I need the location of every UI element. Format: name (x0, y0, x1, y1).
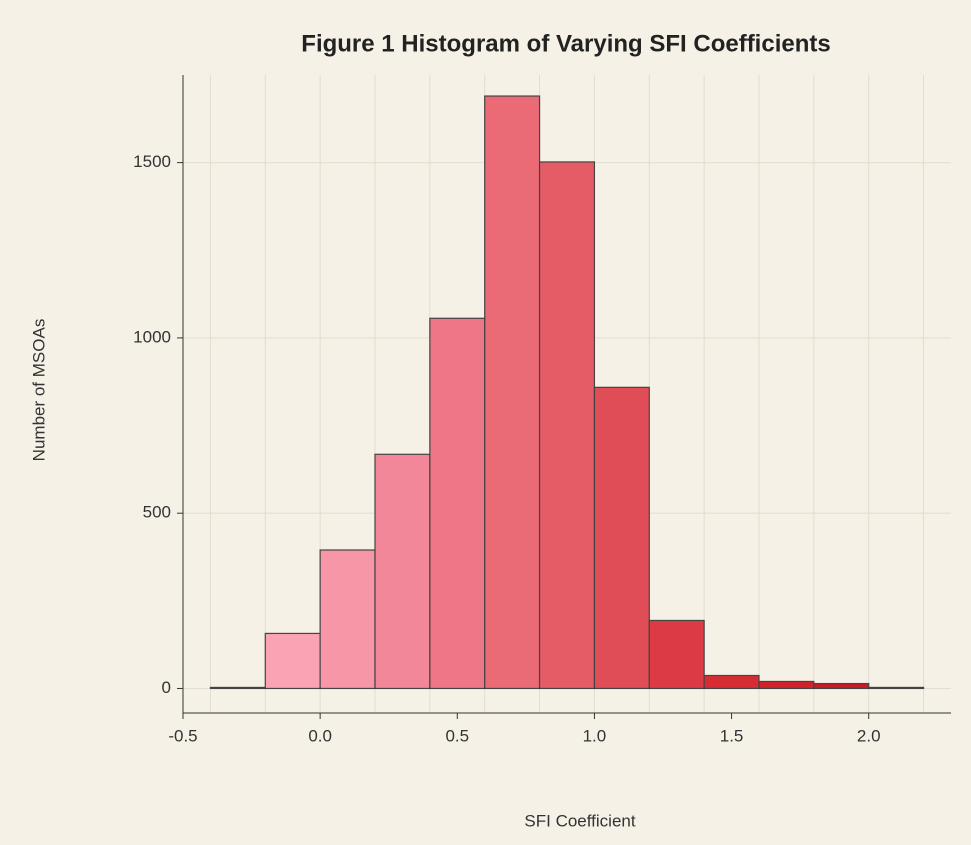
y-tick-label: 0 (162, 678, 171, 697)
bar (374, 453, 431, 690)
chart-title: Figure 1 Histogram of Varying SFI Coeffi… (301, 30, 830, 57)
x-tick-label: 0.0 (308, 726, 332, 745)
y-tick-label: 1500 (133, 152, 171, 171)
bar (538, 161, 596, 690)
x-axis-label: SFI Coefficient (524, 811, 635, 830)
y-axis-label: Number of MSOAs (29, 319, 48, 462)
bar (484, 95, 541, 690)
bar (703, 674, 760, 690)
y-tick-label: 500 (143, 503, 171, 522)
y-tick-label: 1000 (133, 327, 171, 346)
bar (868, 686, 925, 690)
x-tick-label: -0.5 (168, 726, 197, 745)
x-tick-label: 1.0 (583, 726, 607, 745)
bar (758, 680, 815, 690)
x-tick-label: 2.0 (857, 726, 881, 745)
x-tick-label: 0.5 (445, 726, 469, 745)
bar (813, 682, 870, 690)
bar (429, 317, 486, 690)
bar (319, 549, 376, 690)
bar (648, 619, 705, 690)
x-tick-label: 1.5 (720, 726, 744, 745)
bar (593, 386, 650, 690)
bar (264, 632, 321, 690)
bar (209, 686, 266, 690)
